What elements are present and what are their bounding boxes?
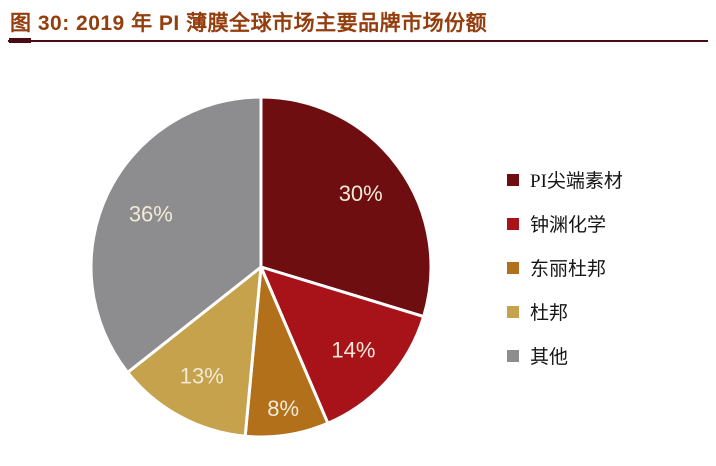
legend-label: 东丽杜邦 [530,259,607,280]
legend-swatch-icon [507,349,519,362]
legend-label: PI尖端素材 [530,171,623,192]
legend-label: 其他 [530,347,569,368]
title-rule [8,40,708,42]
pie-slice-3 [126,265,263,438]
legend-swatch-icon [507,305,519,318]
legend: PI尖端素材 钟渊化学东丽杜邦杜邦其他 [507,166,623,386]
legend-swatch-icon [507,173,519,186]
legend-item-4: 其他 [507,342,623,369]
legend-label: 杜邦 [530,303,569,324]
pie-slice-4 [89,95,263,374]
pie-slice-1 [259,265,426,425]
title-rule-tab [9,38,31,43]
slice-label-0: 30% [339,181,383,206]
slice-label-2: 8% [267,396,299,421]
legend-item-1: 钟渊化学 [507,210,623,237]
legend-swatch-icon [507,261,519,274]
figure-title: 图 30: 2019 年 PI 薄膜全球市场主要品牌市场份额 [10,12,488,35]
slice-label-4: 36% [129,201,173,226]
pie-slice-0 [259,95,433,319]
legend-item-2: 东丽杜邦 [507,254,623,281]
legend-item-0: PI尖端素材 [507,166,623,193]
slice-label-1: 14% [331,338,375,363]
legend-swatch-icon [507,217,519,230]
legend-item-3: 杜邦 [507,298,623,325]
slice-label-3: 13% [180,364,224,389]
legend-label: 钟渊化学 [530,215,607,236]
